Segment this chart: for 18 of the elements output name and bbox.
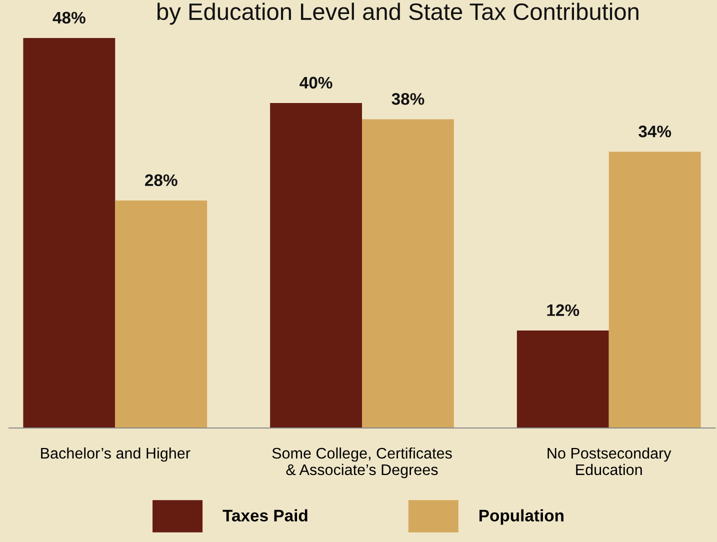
bar xyxy=(516,330,609,428)
data-label: 48% xyxy=(52,12,86,24)
bar xyxy=(23,38,116,428)
bar xyxy=(362,119,454,428)
data-label: 34% xyxy=(638,126,672,138)
chart-title: by Education Level and State Tax Contribution xyxy=(158,2,638,25)
x-tick-label: No Postsecondary Education xyxy=(548,447,672,476)
bar xyxy=(115,200,208,428)
x-tick-label: Some College, Certificates & Associate’s Degrees xyxy=(272,447,452,478)
data-label: 12% xyxy=(547,304,580,316)
x-tick-label: Bachelor’s and Higher xyxy=(41,447,190,462)
data-label: 38% xyxy=(392,93,424,105)
data-label: 40% xyxy=(300,76,332,89)
data-label: 28% xyxy=(145,174,178,186)
bar xyxy=(608,152,701,428)
legend-label: Taxes Paid xyxy=(222,509,308,522)
bar xyxy=(270,103,362,428)
legend-label: Population xyxy=(479,509,564,525)
